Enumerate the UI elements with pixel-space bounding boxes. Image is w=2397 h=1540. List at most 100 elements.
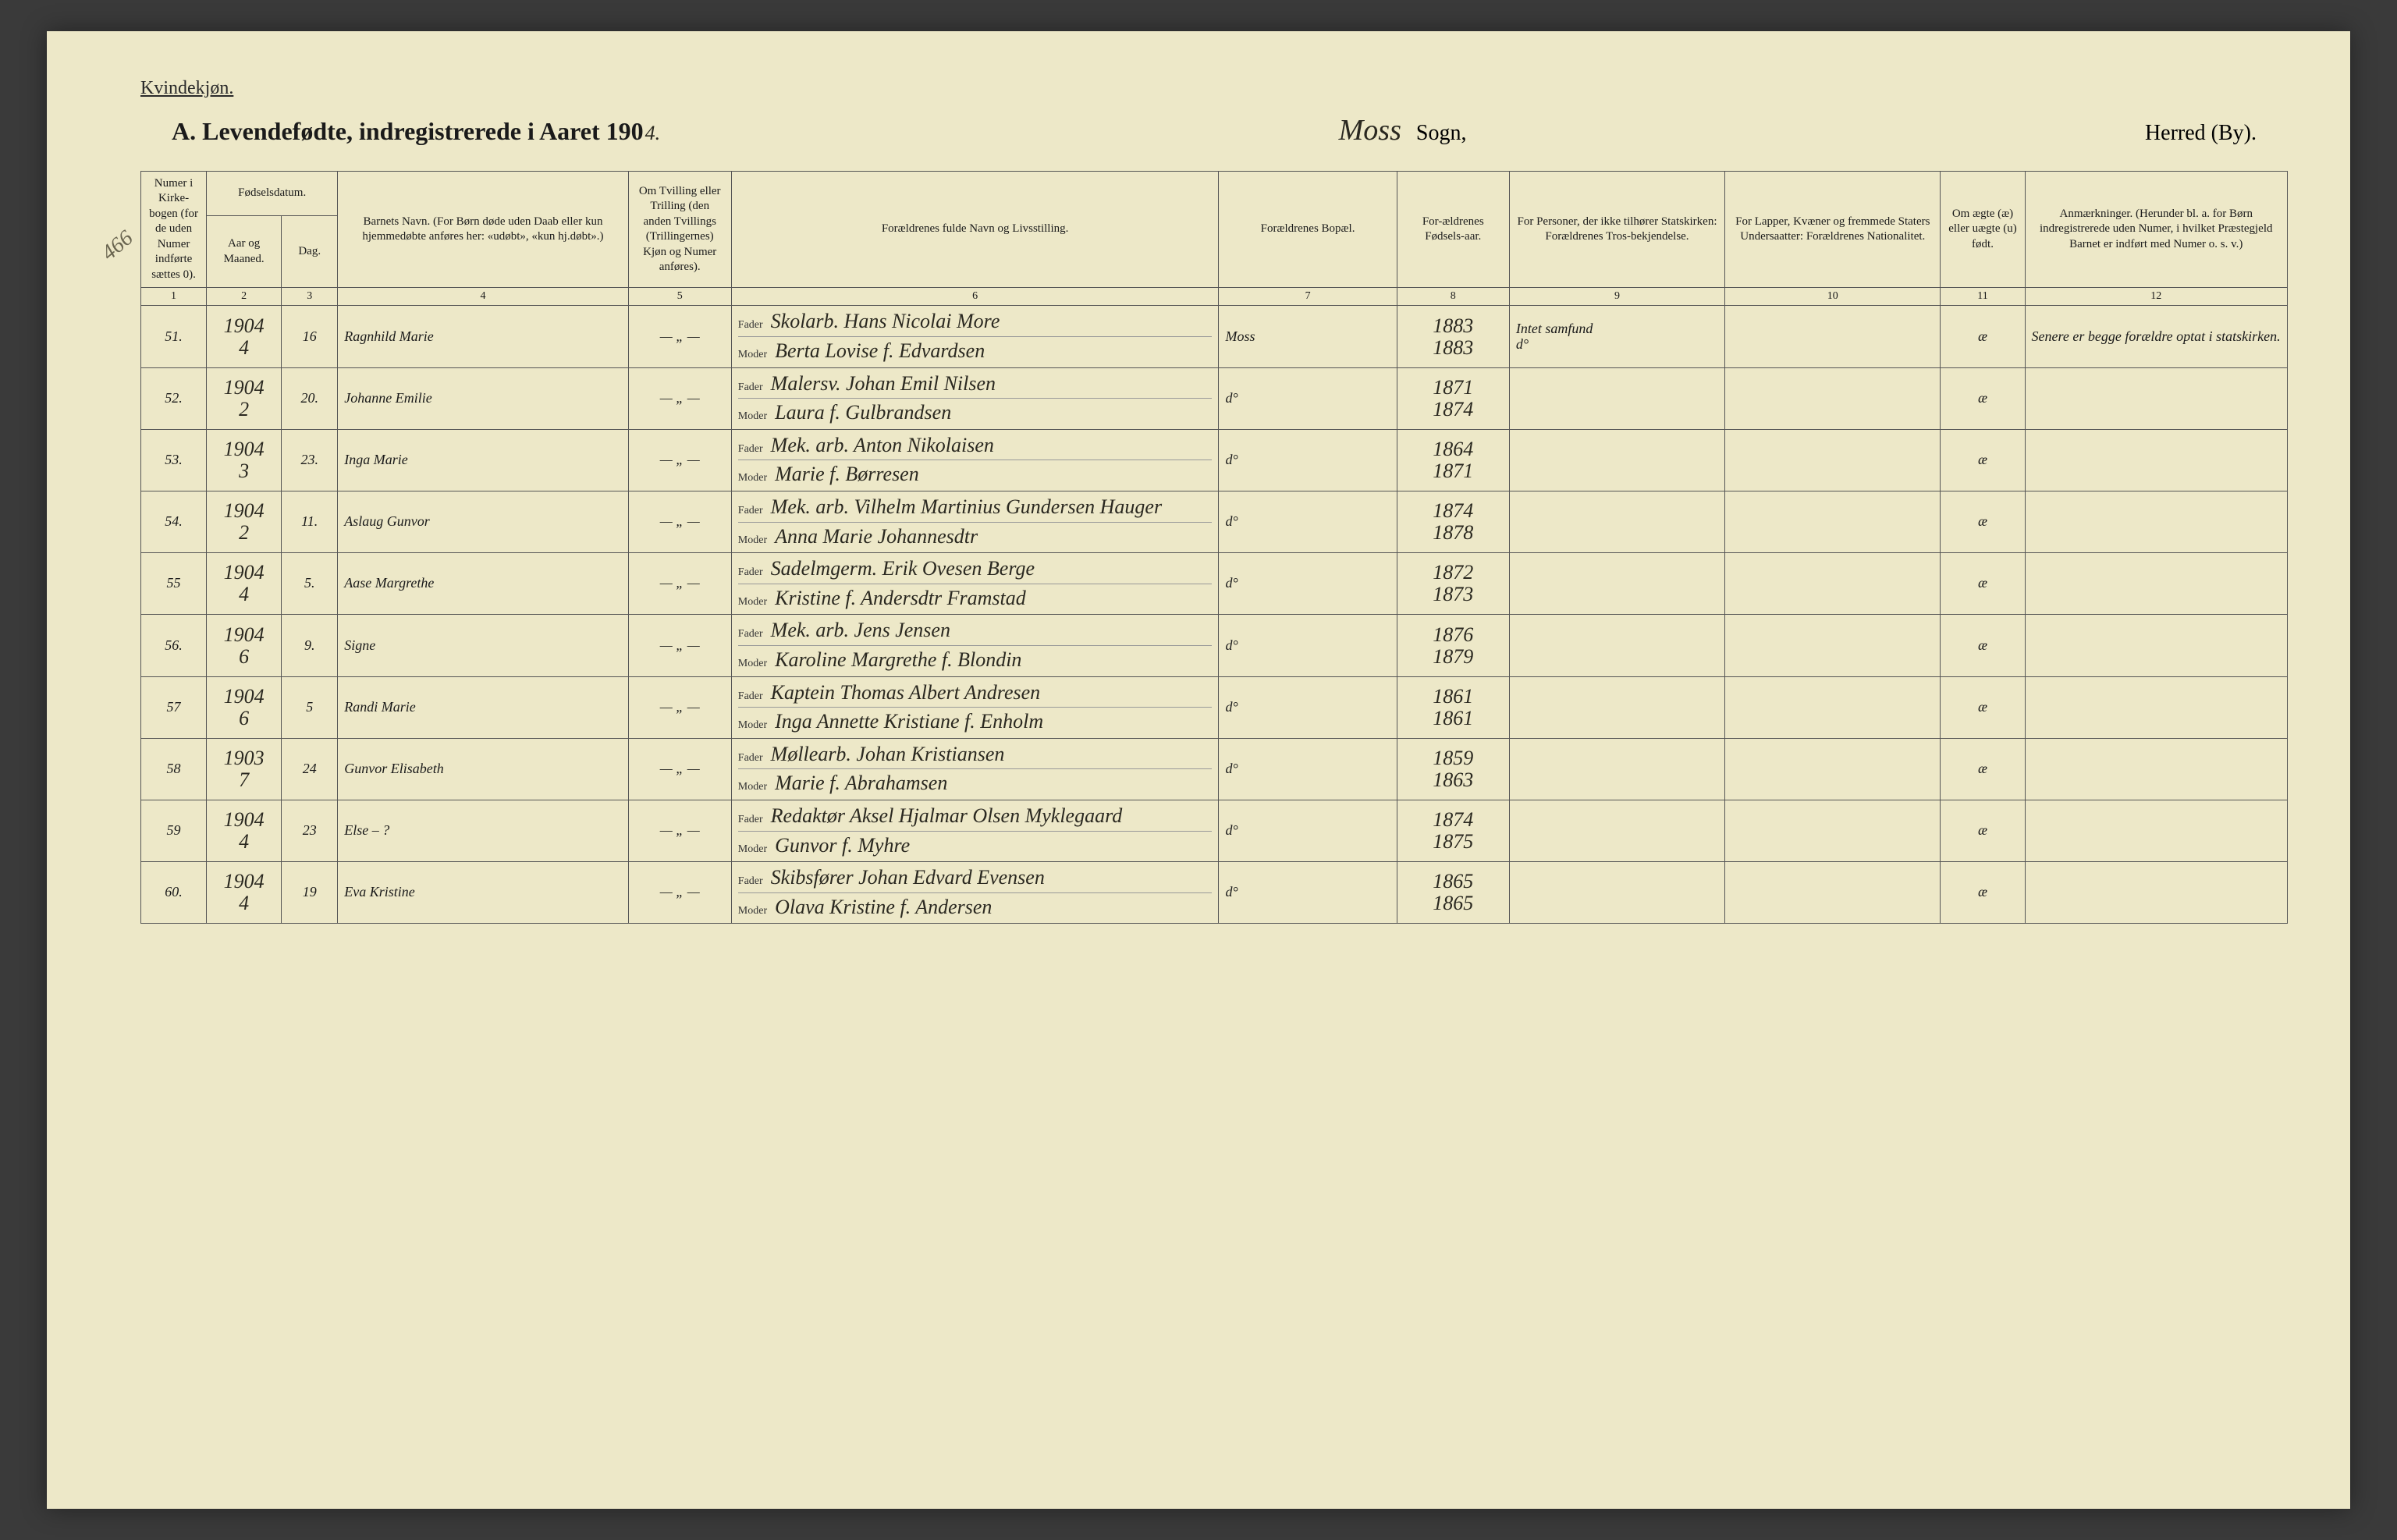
remarks — [2025, 800, 2287, 861]
table-row: 60.1904419Eva Kristine— „ —FaderSkibsfør… — [141, 862, 2288, 924]
father-name: Møllearb. Johan Kristiansen — [771, 743, 1005, 766]
table-row: 591904423Else – ?— „ —FaderRedaktør Akse… — [141, 800, 2288, 861]
gender-label: Kvindekjøn. — [140, 78, 2288, 99]
twin-mark: — „ — — [628, 491, 731, 553]
col-header-childname: Barnets Navn. (For Børn døde uden Daab e… — [338, 171, 628, 288]
col-header-residence: Forældrenes Bopæl. — [1219, 171, 1397, 288]
parent-birth-years: 18741878 — [1397, 491, 1509, 553]
faith — [1509, 862, 1724, 924]
col-header-faith: For Personer, der ikke tilhører Statskir… — [1509, 171, 1724, 288]
parents-cell: FaderMek. arb. Jens JensenModerKaroline … — [731, 615, 1219, 676]
father-name: Mek. arb. Anton Nikolaisen — [771, 435, 994, 457]
title-main: A. Levendefødte, indregistrerede i Aaret… — [172, 117, 660, 146]
entry-number: 58 — [141, 738, 207, 800]
col-header-legit: Om ægte (æ) eller uægte (u) født. — [1941, 171, 2025, 288]
title-prefix: A. Levendefødte, indregistrerede i Aaret… — [172, 117, 644, 145]
birth-register-table: Numer i Kirke-bogen (for de uden Numer i… — [140, 171, 2288, 924]
father-label: Fader — [738, 505, 763, 517]
child-name: Aslaug Gunvor — [338, 491, 628, 553]
birth-year-month: 19046 — [207, 615, 282, 676]
legitimacy: æ — [1941, 862, 2025, 924]
twin-mark: — „ — — [628, 615, 731, 676]
remarks — [2025, 615, 2287, 676]
table-row: 53.1904323.Inga Marie— „ —FaderMek. arb.… — [141, 429, 2288, 491]
mother-label: Moder — [738, 781, 767, 793]
father-label: Fader — [738, 690, 763, 703]
residence: d° — [1219, 429, 1397, 491]
birth-year-month: 19044 — [207, 553, 282, 615]
table-row: 581903724Gunvor Elisabeth— „ —FaderMølle… — [141, 738, 2288, 800]
entry-number: 55 — [141, 553, 207, 615]
entry-number: 59 — [141, 800, 207, 861]
birth-day: 5. — [282, 553, 338, 615]
mother-label: Moder — [738, 658, 767, 670]
legitimacy: æ — [1941, 306, 2025, 367]
col-header-nationality: For Lapper, Kvæner og fremmede Staters U… — [1725, 171, 1941, 288]
twin-mark: — „ — — [628, 862, 731, 924]
faith: Intet samfund d° — [1509, 306, 1724, 367]
mother-label: Moder — [738, 472, 767, 484]
birth-day: 5 — [282, 676, 338, 738]
mother-name: Marie f. Abrahamsen — [775, 772, 947, 795]
title-row: A. Levendefødte, indregistrerede i Aaret… — [140, 115, 2288, 147]
child-name: Johanne Emilie — [338, 367, 628, 429]
mother-name: Marie f. Børresen — [775, 463, 919, 486]
legitimacy: æ — [1941, 615, 2025, 676]
parents-cell: FaderSkibsfører Johan Edvard EvensenMode… — [731, 862, 1219, 924]
remarks — [2025, 367, 2287, 429]
twin-mark: — „ — — [628, 367, 731, 429]
col-num: 8 — [1397, 288, 1509, 306]
birth-day: 23 — [282, 800, 338, 861]
sogn-label: Sogn, — [1416, 121, 1467, 145]
father-label: Fader — [738, 752, 763, 765]
parents-cell: Fader Møllearb. Johan Kristiansen Moder Mar… — [731, 738, 1219, 800]
faith — [1509, 553, 1724, 615]
father-label: Fader — [738, 381, 763, 394]
mother-name: Karoline Margrethe f. Blondin — [775, 649, 1021, 672]
mother-label: Moder — [738, 410, 767, 423]
nationality — [1725, 862, 1941, 924]
nationality — [1725, 429, 1941, 491]
parents-cell: FaderMalersv. Johan Emil NilsenModerLaur… — [731, 367, 1219, 429]
father-name: Sadelmgerm. Erik Ovesen Berge — [771, 558, 1035, 580]
col-header-parents: Forældrenes fulde Navn og Livsstilling. — [731, 171, 1219, 288]
parent-birth-years: 18831883 — [1397, 306, 1509, 367]
legitimacy: æ — [1941, 800, 2025, 861]
sogn-block: Moss Sogn, — [1339, 115, 1467, 147]
col-num: 9 — [1509, 288, 1724, 306]
entry-number: 56. — [141, 615, 207, 676]
mother-name: Kristine f. Andersdtr Framstad — [775, 587, 1026, 610]
parent-birth-years: 18761879 — [1397, 615, 1509, 676]
nationality — [1725, 800, 1941, 861]
twin-mark: — „ — — [628, 306, 731, 367]
col-num: 1 — [141, 288, 207, 306]
nationality — [1725, 553, 1941, 615]
register-page: 466 Kvindekjøn. A. Levendefødte, indregi… — [47, 31, 2350, 1509]
mother-name: Anna Marie Johannesdtr — [775, 526, 978, 548]
entry-number: 54. — [141, 491, 207, 553]
table-row: 54.1904211.Aslaug Gunvor— „ —FaderMek. a… — [141, 491, 2288, 553]
mother-label: Moder — [738, 843, 767, 856]
parents-cell: FaderSkolarb. Hans Nicolai MoreModerBert… — [731, 306, 1219, 367]
birth-day: 23. — [282, 429, 338, 491]
legitimacy: æ — [1941, 553, 2025, 615]
faith — [1509, 615, 1724, 676]
table-body: 51.1904416Ragnhild Marie— „ —FaderSkolar… — [141, 306, 2288, 924]
nationality — [1725, 676, 1941, 738]
col-num: 7 — [1219, 288, 1397, 306]
col-header-birthdate-group: Fødselsdatum. — [207, 171, 338, 216]
mother-name: Inga Annette Kristiane f. Enholm — [775, 711, 1043, 733]
col-num: 10 — [1725, 288, 1941, 306]
parents-cell: FaderMek. arb. Anton NikolaisenModerMari… — [731, 429, 1219, 491]
residence: d° — [1219, 676, 1397, 738]
faith — [1509, 676, 1724, 738]
residence: d° — [1219, 738, 1397, 800]
entry-number: 53. — [141, 429, 207, 491]
mother-label: Moder — [738, 534, 767, 547]
birth-day: 16 — [282, 306, 338, 367]
col-num: 11 — [1941, 288, 2025, 306]
father-name: Mek. arb. Vilhelm Martinius Gundersen Ha… — [771, 496, 1162, 519]
father-label: Fader — [738, 566, 763, 579]
legitimacy: æ — [1941, 367, 2025, 429]
col-num: 4 — [338, 288, 628, 306]
